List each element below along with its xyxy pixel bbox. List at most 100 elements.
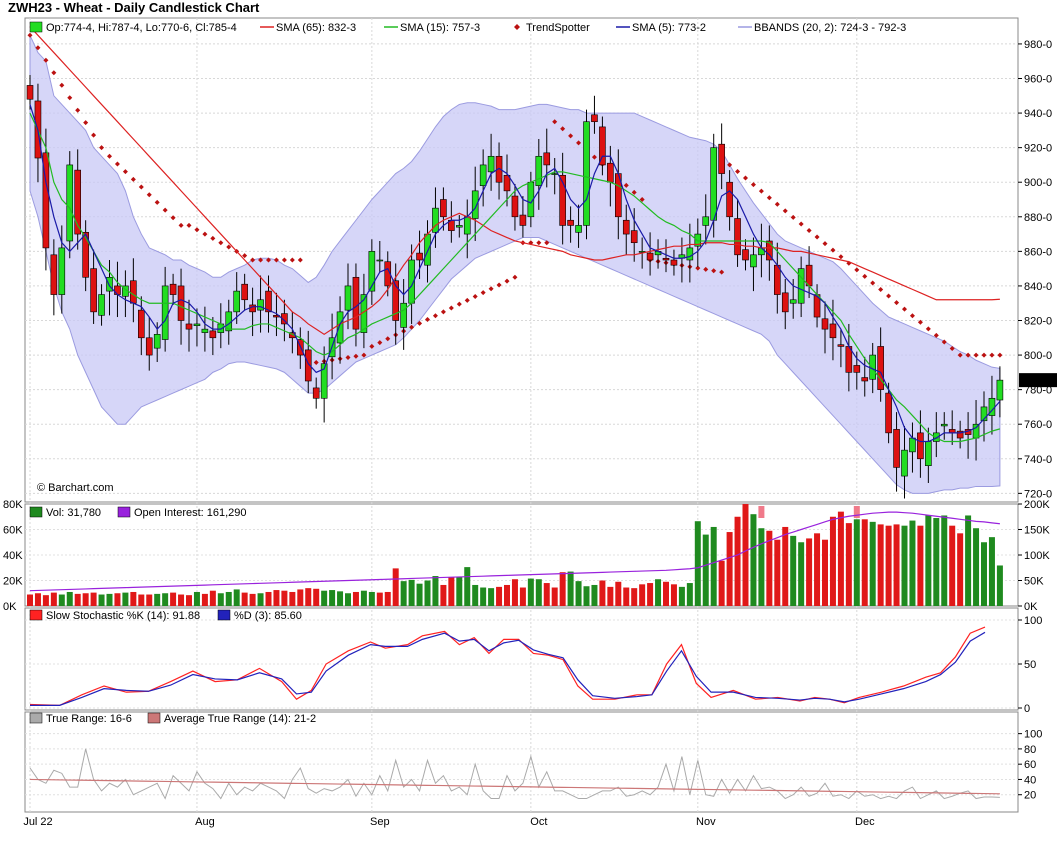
candle (312, 387, 320, 399)
last-price-box (1019, 373, 1057, 388)
volume-bar (337, 591, 344, 606)
price-tick-label: 740-0 (1024, 454, 1052, 466)
candle (591, 114, 598, 123)
volume-tick-label: 0K (3, 601, 17, 613)
candle (257, 299, 264, 311)
trendspotter-dot (981, 352, 987, 358)
stochastic-panel[interactable] (29, 626, 986, 706)
legend-text: True Range: 16-6 (46, 713, 132, 725)
trendspotter-dot (417, 320, 423, 326)
volume-bar (822, 539, 828, 606)
price-tick-label: 780-0 (1024, 385, 1052, 397)
candle (352, 276, 360, 330)
candle (980, 406, 988, 422)
trendspotter-dot (258, 257, 264, 263)
trendspotter-dot (146, 192, 152, 198)
volume-bar (114, 593, 121, 606)
tr-tick-label: 60 (1024, 759, 1036, 771)
candle (861, 377, 869, 382)
trendspotter-dot (711, 268, 717, 274)
red-square-icon (29, 609, 43, 621)
atr-line (29, 778, 1000, 795)
trendspotter-dot (456, 301, 462, 307)
trendspotter-dot (210, 235, 216, 241)
trendspotter-dot (480, 290, 486, 296)
volume-tick-label: 80K (3, 499, 23, 511)
true-range-line (29, 748, 1000, 800)
legend-text: SMA (15): 757-3 (400, 22, 480, 34)
trendspotter-dot (472, 293, 478, 299)
volume-bar (519, 587, 526, 606)
oi-tick-label: 0K (1024, 601, 1038, 613)
volume-bar (702, 534, 709, 606)
candle (368, 251, 376, 292)
candle (869, 354, 877, 380)
volume-bar (774, 539, 781, 606)
volume-bar (742, 504, 749, 606)
tr-tick-label: 40 (1024, 774, 1036, 786)
trendspotter-dot (43, 57, 49, 63)
trendspotter-dot (560, 126, 566, 132)
candle (145, 337, 153, 356)
candle (583, 121, 590, 226)
trendspotter-dot (202, 231, 208, 237)
volume-bar (726, 532, 733, 606)
trendspotter-dot (297, 257, 303, 263)
volume-spike (853, 506, 860, 518)
candle (503, 175, 511, 192)
volume-bar (162, 593, 169, 606)
volume-bar (941, 515, 948, 606)
price-tick-label: 960-0 (1024, 74, 1052, 86)
price-panel[interactable]: © Barchart.com (26, 26, 1004, 499)
candle (98, 294, 105, 316)
legend-text: %D (3): 85.60 (234, 610, 302, 622)
legend-text: SMA (5): 773-2 (632, 22, 706, 34)
trendspotter-dot (464, 297, 470, 303)
trendspotter-dot (941, 339, 947, 345)
candle (233, 290, 240, 313)
volume-bar (416, 583, 423, 606)
candle (718, 143, 725, 174)
candle (837, 344, 845, 347)
candle (82, 232, 89, 278)
candle (909, 437, 916, 453)
trendspotter-dot (766, 195, 772, 201)
volume-bar (448, 577, 455, 606)
volume-bar (146, 594, 153, 606)
trendspotter-dot (496, 282, 502, 288)
trendspotter-dot (170, 215, 176, 221)
month-label: Nov (696, 816, 716, 828)
trendspotter-dot (743, 175, 748, 181)
candle (750, 254, 757, 268)
candle (535, 155, 543, 186)
green-square-icon (29, 506, 43, 518)
true-range-panel[interactable] (29, 748, 1000, 800)
candle (543, 152, 551, 166)
trendspotter-dot (639, 197, 645, 202)
volume-bar (949, 525, 956, 606)
purple-square-icon (117, 506, 131, 518)
candle (74, 169, 81, 235)
tr-tick-label: 80 (1024, 744, 1036, 756)
trendspotter-dot (91, 132, 97, 138)
volume-bar (559, 572, 566, 606)
candle (575, 225, 582, 233)
candle (209, 330, 217, 339)
trendspotter-dot (273, 257, 279, 263)
volume-bar (265, 591, 272, 606)
volume-bar (209, 590, 216, 606)
tr-frame (24, 711, 1019, 813)
trendspotter-dot (973, 352, 979, 358)
legend-text: TrendSpotter (526, 22, 590, 34)
candle (193, 323, 201, 326)
oi-tick-label: 50K (1024, 576, 1044, 588)
volume-bar (408, 579, 415, 606)
oi-tick-label: 150K (1024, 525, 1050, 537)
candle (789, 299, 797, 304)
tr-tick-label: 20 (1024, 790, 1036, 802)
candle (42, 152, 50, 249)
volume-bar (42, 595, 49, 606)
last-price-label: 785-4 (1023, 375, 1051, 387)
volume-panel[interactable] (27, 504, 1003, 606)
